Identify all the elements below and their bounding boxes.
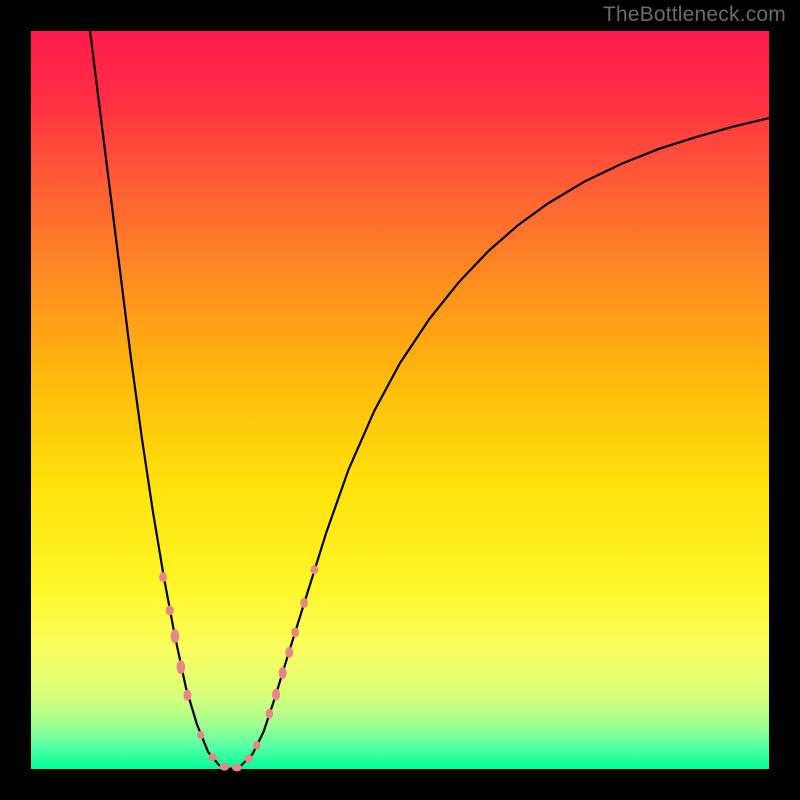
data-marker bbox=[197, 731, 204, 739]
data-marker bbox=[291, 627, 299, 637]
data-marker bbox=[183, 690, 191, 701]
data-marker bbox=[285, 647, 293, 658]
gradient-background bbox=[31, 31, 769, 769]
chart-svg bbox=[31, 31, 769, 769]
data-marker bbox=[266, 709, 274, 719]
watermark-text: TheBottleneck.com bbox=[603, 3, 786, 27]
data-marker bbox=[171, 629, 180, 643]
data-marker bbox=[177, 660, 186, 674]
data-marker bbox=[159, 572, 167, 582]
data-marker bbox=[208, 753, 216, 761]
data-marker bbox=[219, 763, 229, 771]
data-marker bbox=[166, 605, 174, 615]
data-marker bbox=[300, 598, 308, 608]
data-marker bbox=[232, 764, 242, 772]
data-marker bbox=[253, 741, 261, 749]
data-marker bbox=[272, 688, 280, 700]
chart-outer-frame: TheBottleneck.com bbox=[0, 0, 800, 800]
data-marker bbox=[311, 565, 319, 574]
data-marker bbox=[245, 755, 253, 763]
data-marker bbox=[279, 667, 287, 679]
plot-area bbox=[31, 31, 769, 769]
